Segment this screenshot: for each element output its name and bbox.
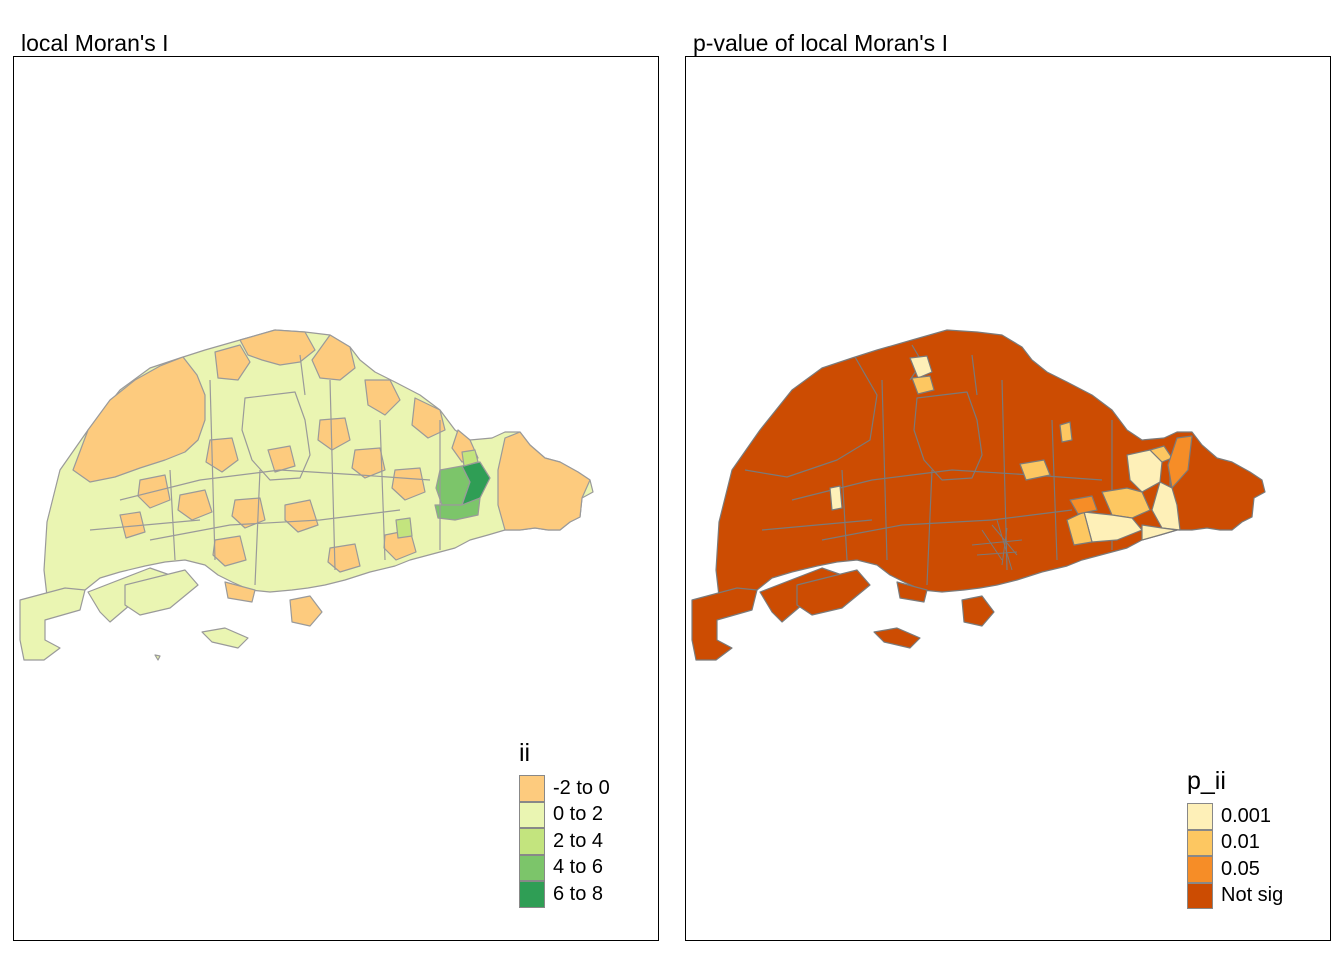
right-legend-item: Not sig	[1187, 882, 1284, 909]
right-region-sig-8	[1167, 435, 1193, 489]
left-legend-item: -2 to 0	[519, 775, 610, 802]
left-legend-label: -2 to 0	[553, 776, 610, 799]
right-region-cbd	[971, 519, 1023, 571]
left-region-hot-3	[434, 497, 481, 521]
right-legend-swatch	[1187, 856, 1213, 883]
left-legend-item: 6 to 8	[519, 881, 610, 908]
left-region-c8	[391, 467, 426, 501]
right-region-sig-12	[1066, 511, 1093, 546]
left-region-c7	[284, 499, 319, 533]
left-legend: ii -2 to 0 0 to 2 2 to 4 4 to 6 6 to 8	[519, 739, 610, 908]
left-region-south-3	[124, 569, 199, 616]
right-region-south-3	[796, 569, 871, 616]
left-region-hot-5	[395, 517, 413, 539]
right-region-sig-1	[909, 355, 933, 379]
left-region-hot-4	[461, 449, 479, 467]
left-legend-swatch	[519, 881, 545, 908]
left-region-islet-2	[154, 654, 161, 661]
left-region-east	[497, 431, 591, 531]
left-legend-item: 4 to 6	[519, 854, 610, 881]
left-region-c12	[119, 511, 146, 539]
left-region-north-2	[311, 334, 356, 381]
left-legend-swatch	[519, 854, 545, 881]
left-legend-label: 4 to 6	[553, 856, 604, 879]
left-region-c3	[351, 447, 386, 479]
right-region-sig-3	[829, 485, 843, 511]
right-legend-item: 0.01	[1187, 829, 1283, 856]
left-region-south-1	[19, 587, 86, 661]
left-region-south-5	[224, 581, 256, 603]
right-legend-item: 0.001	[1187, 803, 1283, 830]
right-legend-label: 0.05	[1221, 857, 1260, 880]
right-legend-title: p_ii	[1187, 767, 1226, 795]
left-region-ne-1	[411, 397, 446, 439]
left-legend-item: 2 to 4	[519, 828, 610, 855]
right-legend: p_ii 0.001 0.01 0.05 Not sig	[1187, 767, 1283, 909]
right-legend-label: 0.01	[1221, 831, 1260, 854]
right-region-sig-13	[1069, 495, 1098, 515]
right-region-sig-5	[1059, 421, 1073, 443]
left-region-c9	[212, 535, 247, 567]
left-region-lines	[89, 354, 441, 586]
right-legend-item: 0.05	[1187, 856, 1283, 883]
left-legend-swatch	[519, 828, 545, 855]
left-region-islet-1	[201, 627, 249, 649]
left-region-north-1	[239, 329, 316, 366]
right-region-sig-4	[1019, 459, 1051, 481]
right-region-south-1	[691, 587, 758, 661]
right-legend-swatch	[1187, 803, 1213, 830]
left-legend-swatch	[519, 775, 545, 802]
left-legend-item: 0 to 2	[519, 801, 610, 828]
right-region-south-4	[961, 595, 995, 627]
left-legend-label: 0 to 2	[553, 803, 604, 826]
left-region-north-4	[364, 379, 401, 416]
left-region-west	[72, 356, 206, 483]
right-legend-swatch	[1187, 829, 1213, 856]
right-region-sig-14	[1141, 524, 1178, 541]
left-region-c10	[327, 543, 361, 573]
right-legend-label: 0.001	[1221, 804, 1272, 827]
right-region-islet-1	[873, 627, 921, 649]
right-panel-title: p-value of local Moran's I	[693, 30, 948, 56]
right-island-base	[715, 329, 1266, 611]
left-legend-swatch	[519, 801, 545, 828]
left-region-c5	[177, 489, 213, 521]
left-region-south-4	[289, 595, 323, 627]
left-region-c13	[267, 445, 296, 473]
left-legend-label: 2 to 4	[553, 829, 604, 852]
left-region-c1	[205, 437, 239, 473]
left-legend-title: ii	[519, 739, 531, 767]
left-region-c2	[317, 417, 351, 451]
right-region-south-5	[896, 581, 928, 603]
right-legend-label: Not sig	[1221, 884, 1284, 907]
left-region-north-3	[214, 344, 251, 381]
right-legend-swatch	[1187, 882, 1213, 909]
right-region-sig-2	[911, 375, 935, 395]
left-legend-label: 6 to 8	[553, 882, 604, 905]
left-panel-title: local Moran's I	[21, 30, 169, 56]
right-region-sig-9	[1151, 481, 1181, 531]
